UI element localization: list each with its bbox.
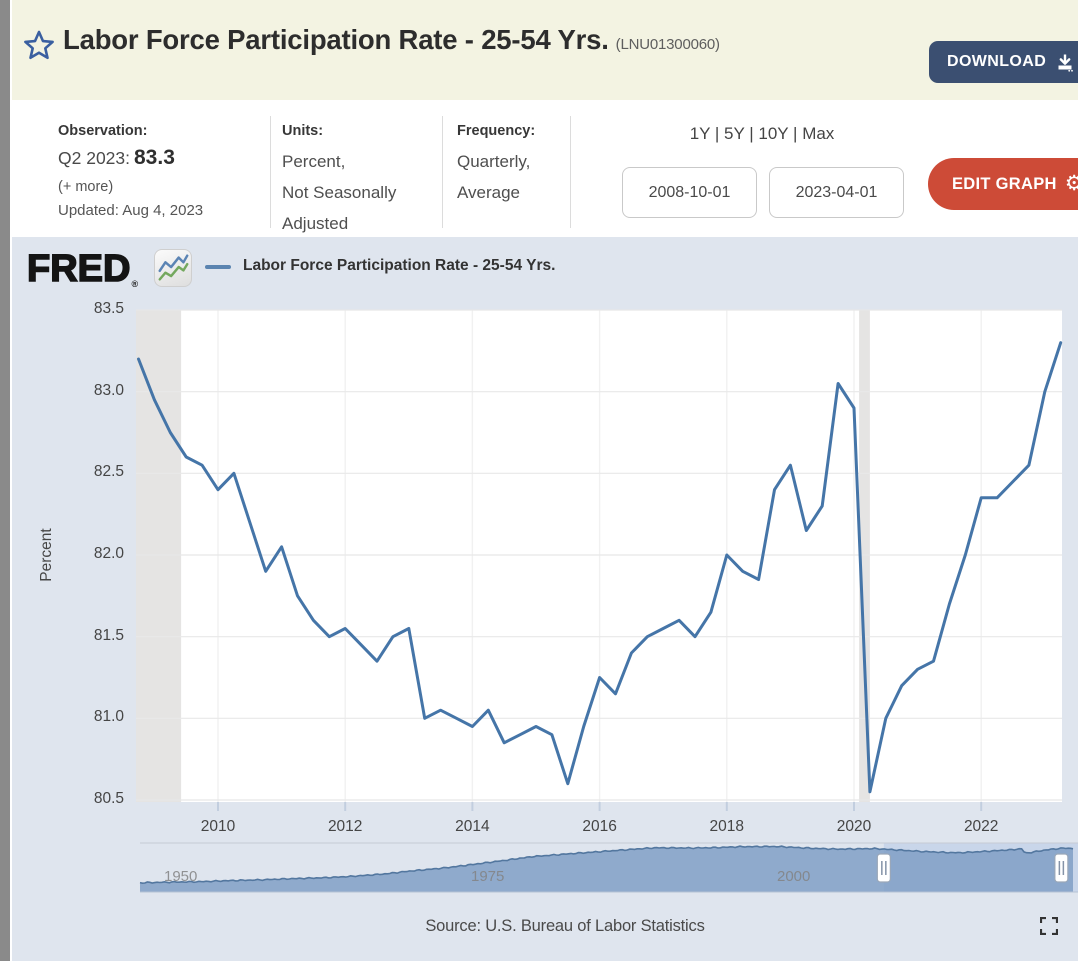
source-note: Source: U.S. Bureau of Labor Statistics xyxy=(425,917,705,935)
recession-band xyxy=(136,310,182,802)
start-date-input[interactable]: 2008-10-01 xyxy=(622,167,757,218)
download-button[interactable]: DOWNLOAD xyxy=(929,41,1078,83)
download-icon xyxy=(1058,54,1074,72)
page-title: Labor Force Participation Rate - 25-54 Y… xyxy=(63,24,720,56)
y-tick-label: 81.0 xyxy=(93,708,124,726)
observation-label: Observation: xyxy=(58,123,148,139)
y-tick-label: 82.5 xyxy=(93,463,124,481)
observation-value-row: Q2 2023: 83.3 xyxy=(58,146,175,169)
y-tick-label: 81.5 xyxy=(93,626,124,644)
y-tick-label: 83.0 xyxy=(93,381,124,399)
frequency-line: Quarterly, xyxy=(457,152,531,171)
x-tick-label: 2014 xyxy=(455,818,490,835)
x-tick-label: 2018 xyxy=(709,818,745,835)
observation-value: 83.3 xyxy=(134,146,175,169)
edit-graph-button[interactable]: EDIT GRAPH ⚙ xyxy=(928,158,1078,210)
graph-panel: FRED® Labor Force Participation Rate - 2… xyxy=(12,237,1078,961)
updated-date: Updated: Aug 4, 2023 xyxy=(58,202,204,219)
end-date-input[interactable]: 2023-04-01 xyxy=(769,167,904,218)
legend-label: Labor Force Participation Rate - 25-54 Y… xyxy=(243,257,556,274)
download-button-label: DOWNLOAD xyxy=(947,53,1047,70)
main-chart-svg[interactable] xyxy=(12,237,1078,961)
range-selector-year-label: 2000 xyxy=(777,868,811,885)
observation-block: Observation: Q2 2023: 83.3 (+ more) Updat… xyxy=(58,123,203,219)
favorite-star-icon[interactable] xyxy=(22,28,56,64)
gear-icon: ⚙ xyxy=(1064,170,1078,195)
registered-mark: ® xyxy=(131,279,139,289)
range-selector-area[interactable] xyxy=(140,846,1073,892)
legend-line-swatch xyxy=(205,264,231,269)
x-tick-label: 2016 xyxy=(582,818,617,835)
x-tick-label: 2012 xyxy=(327,818,363,835)
recession-band xyxy=(859,310,870,802)
edit-graph-label: EDIT GRAPH xyxy=(952,174,1057,193)
fred-logo-chart-icon xyxy=(154,249,192,287)
x-tick-label: 2022 xyxy=(963,818,999,835)
divider xyxy=(442,116,443,228)
fred-logo[interactable]: FRED® xyxy=(26,247,139,291)
x-tick-label: 2010 xyxy=(200,818,236,835)
fullscreen-icon[interactable] xyxy=(1040,917,1058,935)
divider xyxy=(570,116,571,228)
left-gutter xyxy=(0,0,10,961)
range-preset-links[interactable]: 1Y | 5Y | 10Y | Max xyxy=(689,124,835,143)
frequency-label: Frequency: xyxy=(457,123,536,139)
series-title-text: Labor Force Participation Rate - 25-54 Y… xyxy=(63,24,609,55)
divider xyxy=(270,116,271,228)
range-selector-year-label: 1975 xyxy=(471,868,505,885)
chart-legend: Labor Force Participation Rate - 25-54 Y… xyxy=(205,257,555,275)
series-header: Labor Force Participation Rate - 25-54 Y… xyxy=(12,0,1078,100)
range-selector-line xyxy=(139,845,1074,885)
units-block: Units: Percent, Not Seasonally Adjusted xyxy=(282,123,396,239)
units-line: Adjusted xyxy=(282,214,349,233)
data-series-line[interactable] xyxy=(137,341,1063,794)
range-selector-year-label: 1950 xyxy=(164,868,198,885)
series-id: (LNU01300060) xyxy=(615,36,720,53)
units-line: Percent, xyxy=(282,152,346,171)
frequency-line: Average xyxy=(457,183,521,202)
units-line: Not Seasonally xyxy=(282,183,397,202)
y-tick-label: 80.5 xyxy=(93,790,124,807)
x-tick-label: 2020 xyxy=(836,818,872,835)
more-observations-link[interactable]: (+ more) xyxy=(58,179,114,195)
range-handle[interactable] xyxy=(876,853,891,883)
y-tick-label: 83.5 xyxy=(93,300,124,317)
page-content: Labor Force Participation Rate - 25-54 Y… xyxy=(12,0,1078,961)
y-tick-label: 82.0 xyxy=(93,545,124,562)
range-handle[interactable] xyxy=(1054,853,1069,883)
meta-bar: Observation: Q2 2023: 83.3 (+ more) Updat… xyxy=(12,100,1078,237)
frequency-block: Frequency: Quarterly, Average xyxy=(457,123,535,208)
units-label: Units: xyxy=(282,123,324,139)
